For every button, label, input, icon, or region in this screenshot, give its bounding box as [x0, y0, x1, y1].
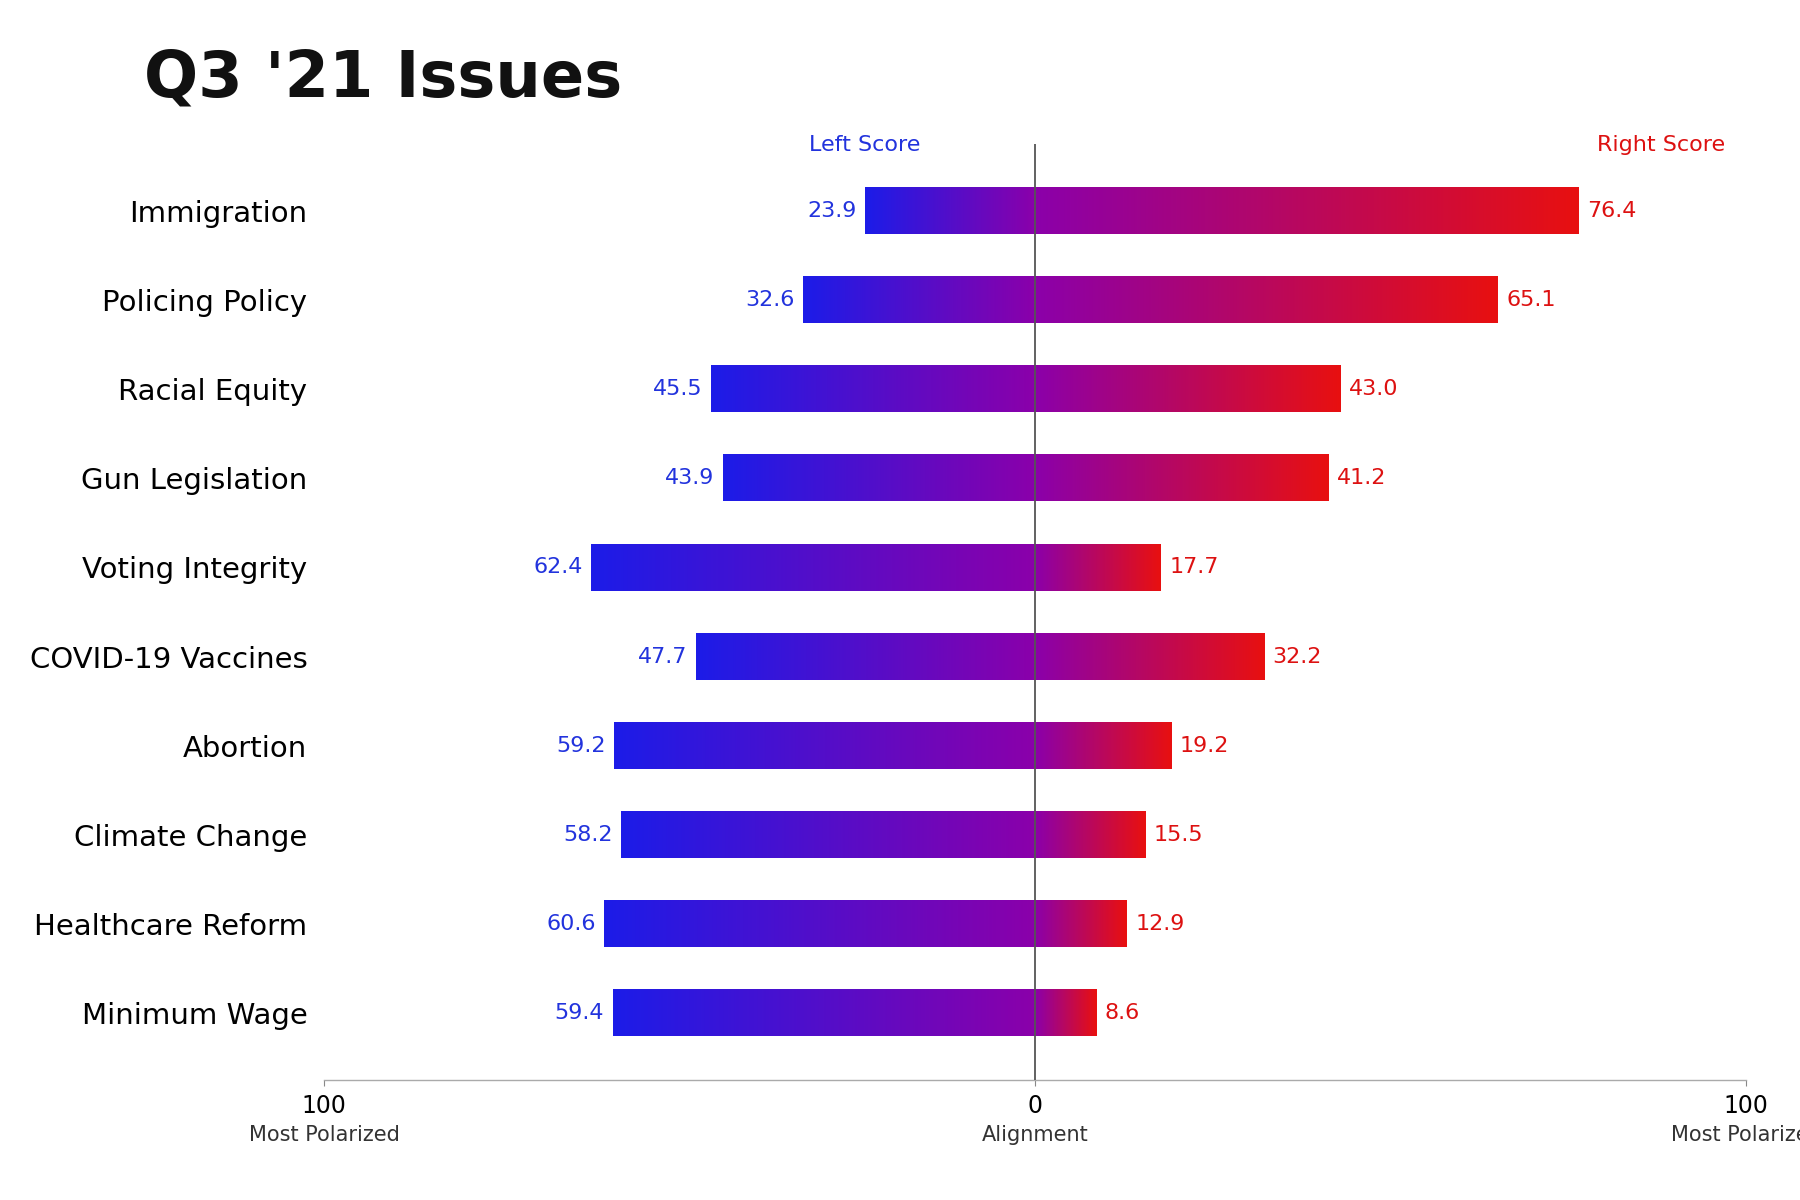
- Text: 43.0: 43.0: [1350, 379, 1399, 400]
- Text: 12.9: 12.9: [1136, 914, 1184, 934]
- Text: 45.5: 45.5: [653, 379, 704, 400]
- Text: Alignment: Alignment: [981, 1124, 1089, 1145]
- Text: 58.2: 58.2: [563, 824, 612, 845]
- Text: 41.2: 41.2: [1336, 468, 1386, 488]
- Text: 60.6: 60.6: [545, 914, 596, 934]
- Text: 8.6: 8.6: [1105, 1003, 1139, 1024]
- Text: 32.2: 32.2: [1273, 647, 1321, 666]
- Text: 32.6: 32.6: [745, 290, 794, 310]
- Text: Most Polarized: Most Polarized: [1670, 1124, 1800, 1145]
- Text: 47.7: 47.7: [637, 647, 688, 666]
- Text: 19.2: 19.2: [1181, 736, 1229, 756]
- Text: 59.2: 59.2: [556, 736, 605, 756]
- Text: 17.7: 17.7: [1170, 558, 1219, 577]
- Text: Right Score: Right Score: [1597, 134, 1724, 155]
- Text: 15.5: 15.5: [1154, 824, 1204, 845]
- Text: 65.1: 65.1: [1507, 290, 1555, 310]
- Text: 76.4: 76.4: [1588, 200, 1636, 221]
- Text: Left Score: Left Score: [810, 134, 922, 155]
- Text: 23.9: 23.9: [806, 200, 857, 221]
- Text: Q3 '21 Issues: Q3 '21 Issues: [144, 48, 623, 110]
- Text: 59.4: 59.4: [554, 1003, 605, 1024]
- Text: 62.4: 62.4: [533, 558, 583, 577]
- Text: Most Polarized: Most Polarized: [248, 1124, 400, 1145]
- Text: 43.9: 43.9: [664, 468, 715, 488]
